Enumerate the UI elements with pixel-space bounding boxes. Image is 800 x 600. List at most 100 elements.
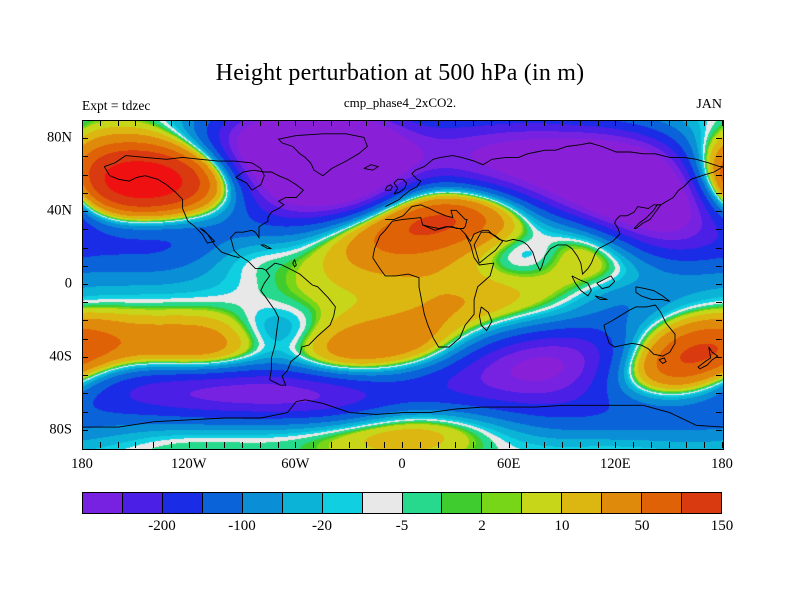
x-tick-top xyxy=(686,120,688,126)
x-tick-bottom xyxy=(473,442,475,448)
x-tick-bottom xyxy=(615,442,617,448)
x-tick-bottom xyxy=(206,442,208,448)
y-axis-label: 40N xyxy=(47,202,72,219)
y-tick-left xyxy=(82,356,88,358)
x-tick-top xyxy=(633,120,635,126)
y-tick-right xyxy=(716,338,722,340)
colorbar-swatch xyxy=(522,493,563,513)
y-tick-left xyxy=(82,156,88,158)
chart-subtitle: cmp_phase4_2xCO2. xyxy=(343,95,457,110)
x-tick-bottom xyxy=(650,442,652,448)
x-tick-bottom xyxy=(348,442,350,448)
x-axis-label: 0 xyxy=(398,456,406,472)
x-tick-top xyxy=(490,120,492,126)
colorbar-swatch xyxy=(282,493,323,513)
colorbar-swatch xyxy=(562,493,603,513)
colorbar-swatch xyxy=(642,493,683,513)
y-tick-right xyxy=(716,156,722,158)
x-axis-label: 60E xyxy=(496,456,521,472)
x-tick-top xyxy=(704,120,706,126)
month-label: JAN xyxy=(696,97,722,112)
y-axis-label: 0 xyxy=(64,275,72,292)
x-axis-label: 180 xyxy=(711,456,733,472)
page-title: Height perturbation at 500 hPa (in m) xyxy=(215,60,585,86)
x-tick-top xyxy=(562,120,563,126)
x-tick-bottom xyxy=(295,442,297,448)
y-tick-right xyxy=(716,429,722,431)
x-tick-bottom xyxy=(384,442,386,448)
x-tick-bottom xyxy=(153,442,155,448)
colorbar-swatches xyxy=(82,492,722,514)
x-tick-bottom xyxy=(419,442,421,448)
y-tick-left xyxy=(82,393,88,395)
colorbar-tick-label: 10 xyxy=(554,518,570,534)
x-tick-top xyxy=(597,120,599,126)
x-tick-bottom xyxy=(668,442,670,448)
y-tick-left xyxy=(82,302,88,304)
x-tick-bottom xyxy=(224,442,226,448)
y-axis-label: 80S xyxy=(49,421,72,438)
colorbar-tick-label: 2 xyxy=(478,518,486,534)
y-axis-label: 80N xyxy=(47,129,72,146)
x-tick-bottom xyxy=(704,442,706,448)
colorbar-swatch xyxy=(402,493,443,513)
x-tick-bottom xyxy=(402,442,403,448)
x-tick-bottom xyxy=(455,442,457,448)
y-tick-right xyxy=(716,284,722,285)
x-tick-bottom xyxy=(579,442,581,448)
x-tick-top xyxy=(206,120,208,126)
y-tick-left xyxy=(82,284,88,285)
x-tick-bottom xyxy=(526,442,528,448)
x-tick-top xyxy=(242,120,243,126)
colorbar-tick-label: 50 xyxy=(634,518,650,534)
x-tick-bottom xyxy=(633,442,635,448)
y-tick-right xyxy=(716,302,722,304)
x-tick-top xyxy=(668,120,670,126)
y-tick-right xyxy=(716,247,722,249)
y-tick-right xyxy=(716,192,722,194)
colorbar-swatch xyxy=(122,493,163,513)
x-tick-top xyxy=(419,120,421,126)
x-tick-top xyxy=(615,120,617,126)
y-tick-left xyxy=(82,320,88,322)
x-tick-bottom xyxy=(597,442,599,448)
colorbar-swatch xyxy=(83,493,123,513)
y-tick-left xyxy=(82,229,88,231)
map-plot-area xyxy=(82,120,724,450)
x-tick-top xyxy=(99,120,101,126)
x-tick-bottom xyxy=(242,442,243,448)
x-tick-top xyxy=(224,120,226,126)
x-tick-bottom xyxy=(277,442,279,448)
x-tick-top xyxy=(473,120,475,126)
x-tick-bottom xyxy=(562,442,563,448)
x-tick-bottom xyxy=(330,442,332,448)
x-tick-top xyxy=(579,120,581,126)
y-tick-left xyxy=(82,338,88,340)
x-tick-bottom xyxy=(170,442,172,448)
x-tick-bottom xyxy=(437,442,439,448)
y-tick-right xyxy=(716,211,722,213)
colorbar-tick-label: -100 xyxy=(228,518,256,534)
x-tick-bottom xyxy=(117,442,119,448)
colorbar-swatch xyxy=(162,493,203,513)
x-tick-top xyxy=(650,120,652,126)
x-tick-bottom xyxy=(259,442,261,448)
x-tick-top xyxy=(277,120,279,126)
colorbar-tick-label: -20 xyxy=(312,518,332,534)
x-axis-label: 120W xyxy=(170,456,207,472)
colorbar-swatch xyxy=(242,493,283,513)
x-tick-top xyxy=(384,120,386,126)
x-tick-top xyxy=(722,120,723,126)
x-tick-top xyxy=(117,120,119,126)
y-axis-label: 40S xyxy=(49,348,72,365)
x-tick-top xyxy=(437,120,439,126)
y-tick-right xyxy=(716,375,722,377)
x-tick-top xyxy=(82,120,83,126)
x-tick-top xyxy=(135,120,137,126)
x-tick-top xyxy=(330,120,332,126)
y-tick-right xyxy=(716,320,722,322)
y-tick-right xyxy=(716,393,722,395)
x-axis-label: 60W xyxy=(281,456,310,472)
y-tick-right xyxy=(716,411,722,413)
colorbar-swatch xyxy=(682,493,721,513)
